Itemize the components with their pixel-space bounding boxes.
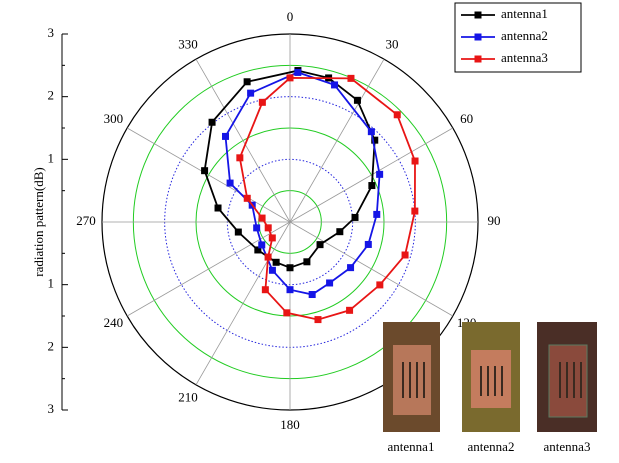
angle-label: 270 [76,213,96,228]
marker [244,78,251,85]
marker [331,81,338,88]
angle-label: 0 [287,9,294,24]
marker [235,229,242,236]
marker [273,259,280,266]
r-tick-label: 2 [48,338,55,353]
marker [294,69,301,76]
inset-photos [383,322,597,432]
marker [326,279,333,286]
marker [258,241,265,248]
marker [259,215,266,222]
marker [253,224,260,231]
angle-label: 300 [104,111,124,126]
legend-label: antenna3 [501,50,548,65]
legend-label: antenna2 [501,28,548,43]
marker [303,258,310,265]
marker [262,286,269,293]
marker [247,90,254,97]
marker [411,208,418,215]
marker [402,251,409,258]
angle-label: 240 [104,315,124,330]
marker [201,167,208,174]
marker [227,180,234,187]
inset-caption: antenna3 [544,439,591,454]
legend-label: antenna1 [501,6,548,21]
marker [287,74,294,81]
marker [236,154,243,161]
marker [317,241,324,248]
marker [265,254,272,261]
marker [365,241,372,248]
marker [394,111,401,118]
angle-label: 330 [178,36,198,51]
marker [412,158,419,165]
marker [336,228,343,235]
patch [471,350,511,408]
marker [215,205,222,212]
r-tick-label: 2 [48,88,55,103]
marker [269,267,276,274]
marker [314,316,321,323]
r-tick-label: 1 [48,276,55,291]
inset-caption: antenna2 [468,439,515,454]
marker [368,128,375,135]
marker [376,171,383,178]
marker [283,309,290,316]
marker [373,211,380,218]
marker [376,281,383,288]
marker [259,99,266,106]
marker [209,119,216,126]
legend-marker [475,56,482,63]
angle-label: 60 [460,111,473,126]
marker [244,195,251,202]
angle-label: 90 [488,213,501,228]
legend-marker [475,34,482,41]
marker [347,264,354,271]
marker [222,133,229,140]
angle-label: 180 [280,417,300,432]
angle-label: 210 [178,390,198,405]
marker [269,234,276,241]
marker [309,291,316,298]
patch [393,345,431,415]
r-tick-label: 1 [48,150,55,165]
r-tick-label: 3 [48,401,55,416]
chart: radiation pattern(dB) 030609012018021024… [0,0,619,463]
marker [346,307,353,314]
marker [368,182,375,189]
angle-label: 30 [386,36,399,51]
marker [347,75,354,82]
legend-marker [475,12,482,19]
r-tick-label: 3 [48,25,55,40]
marker [265,224,272,231]
spoke [196,222,290,385]
spoke [127,222,290,316]
r-axis-label: radiation pattern(dB) [31,167,46,276]
marker [354,97,361,104]
marker [287,286,294,293]
marker [352,214,359,221]
inset-caption: antenna1 [388,439,435,454]
marker [287,264,294,271]
